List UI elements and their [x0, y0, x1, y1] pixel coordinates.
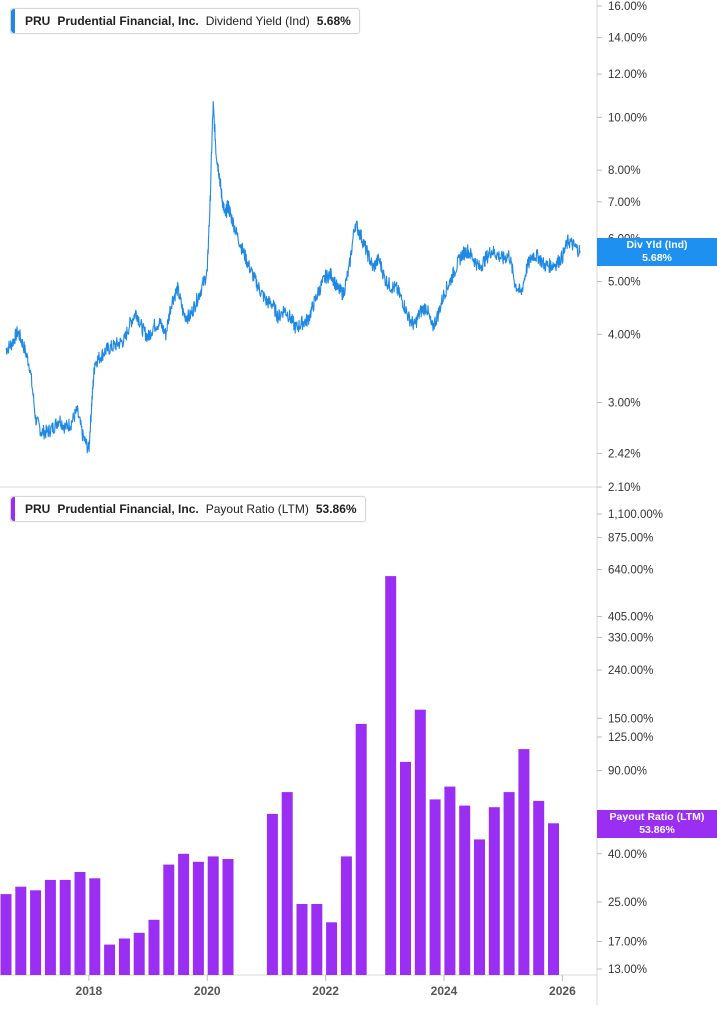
top-y-tick-label: 14.00% [608, 33, 647, 45]
x-tick-label: 2024 [431, 984, 458, 998]
bottom-y-tick-label: 150.00% [608, 713, 653, 725]
payout-bar [104, 944, 116, 975]
top-y-tick-label: 5.00% [608, 277, 641, 289]
x-tick-label: 2026 [549, 984, 576, 998]
legend-value: 53.86% [315, 502, 357, 516]
bottom-y-tick-label: 13.00% [608, 964, 647, 976]
top-y-tick-label: 10.00% [608, 112, 647, 124]
bottom-y-axis-ticks: 1,100.00% 875.00% 640.00% 405.00% 330.00% 240… [597, 509, 663, 976]
payout-bar [30, 890, 42, 975]
payout-bar [178, 853, 190, 975]
top-y-tick-label: 4.00% [608, 329, 641, 341]
payout-bar [533, 800, 545, 975]
tag-value: 5.68% [642, 252, 672, 264]
legend-metric: Dividend Yield (Ind) [205, 14, 310, 28]
payout-bar [148, 919, 160, 975]
legend-value: 5.68% [316, 14, 351, 28]
tag-label: Div Yld (Ind) [626, 239, 688, 251]
payout-bar [518, 749, 530, 975]
bottom-y-tick-label: 875.00% [608, 532, 653, 544]
payout-bar [340, 856, 352, 975]
top-y-tick-label: 3.00% [608, 398, 641, 410]
payout-bar [192, 861, 204, 975]
payout-ratio-bars [0, 576, 559, 975]
tag-value: 53.86% [639, 824, 675, 836]
bottom-y-tick-label: 90.00% [608, 766, 647, 778]
bottom-y-tick-label: 125.00% [608, 732, 653, 744]
dividend-yield-legend[interactable]: PRU Prudential Financial, Inc. Dividend … [10, 8, 360, 34]
payout-bar [222, 859, 234, 975]
top-y-tick-label: 2.42% [608, 448, 641, 460]
payout-bar [207, 856, 219, 975]
payout-bar [444, 786, 456, 975]
x-tick-label: 2018 [76, 984, 103, 998]
bottom-y-tick-label: 405.00% [608, 611, 653, 623]
x-tick-label: 2020 [194, 984, 221, 998]
payout-bar [44, 879, 56, 975]
top-y-tick-label: 7.00% [608, 197, 641, 209]
dividend-yield-line [5, 100, 581, 454]
payout-bar [385, 576, 397, 975]
payout-bar [429, 799, 441, 975]
legend-swatch-purple [11, 497, 15, 521]
payout-bar [355, 723, 367, 975]
top-y-tick-label: 12.00% [608, 69, 647, 81]
legend-ticker: PRU [25, 502, 51, 516]
payout-bar [503, 792, 515, 975]
payout-bar [59, 879, 71, 975]
payout-bar [459, 805, 471, 975]
legend-company: Prudential Financial, Inc. [57, 14, 199, 28]
legend-swatch-blue [11, 9, 15, 33]
legend-metric: Payout Ratio (LTM) [205, 502, 309, 516]
top-y-axis-ticks: 16.00%14.00%12.00%10.00%8.00%7.00%6.00%5… [597, 1, 647, 494]
payout-bar [311, 904, 323, 975]
payout-bar [0, 894, 12, 975]
payout-bar [266, 813, 278, 975]
bottom-y-tick-label: 330.00% [608, 632, 653, 644]
payout-bar [74, 872, 86, 975]
payout-ratio-last-value-tag: Payout Ratio (LTM) 53.86% [597, 810, 717, 838]
dividend-yield-series [5, 100, 581, 454]
payout-ratio-legend[interactable]: PRU Prudential Financial, Inc. Payout Ra… [10, 496, 366, 522]
payout-bar [488, 807, 500, 975]
bottom-y-tick-label: 17.00% [608, 936, 647, 948]
payout-bar [15, 886, 27, 975]
bottom-y-tick-label: 240.00% [608, 665, 653, 677]
x-tick-label: 2022 [312, 984, 339, 998]
top-y-tick-label: 8.00% [608, 165, 641, 177]
top-y-tick-label: 2.10% [608, 482, 641, 494]
payout-bar [296, 904, 308, 975]
payout-bar [326, 922, 338, 975]
payout-bar [281, 792, 293, 975]
top-y-tick-label: 16.00% [608, 1, 647, 13]
legend-company: Prudential Financial, Inc. [57, 502, 199, 516]
x-axis-ticks: 2018 2020 2022 2024 2026 [76, 975, 576, 998]
bottom-y-tick-label: 1,100.00% [608, 509, 663, 521]
bottom-y-tick-label: 25.00% [608, 897, 647, 909]
bottom-y-tick-label: 640.00% [608, 565, 653, 577]
payout-bar [400, 761, 411, 975]
payout-bar [163, 864, 175, 975]
payout-bar [474, 839, 485, 975]
dividend-yield-last-value-tag: Div Yld (Ind) 5.68% [597, 238, 717, 266]
tag-label: Payout Ratio (LTM) [609, 811, 705, 823]
bottom-y-tick-label: 40.00% [608, 849, 647, 861]
payout-bar [133, 932, 145, 975]
payout-bar [118, 938, 130, 975]
legend-ticker: PRU [25, 14, 51, 28]
payout-bar [548, 823, 559, 975]
payout-bar [414, 709, 426, 975]
payout-bar [89, 878, 101, 975]
